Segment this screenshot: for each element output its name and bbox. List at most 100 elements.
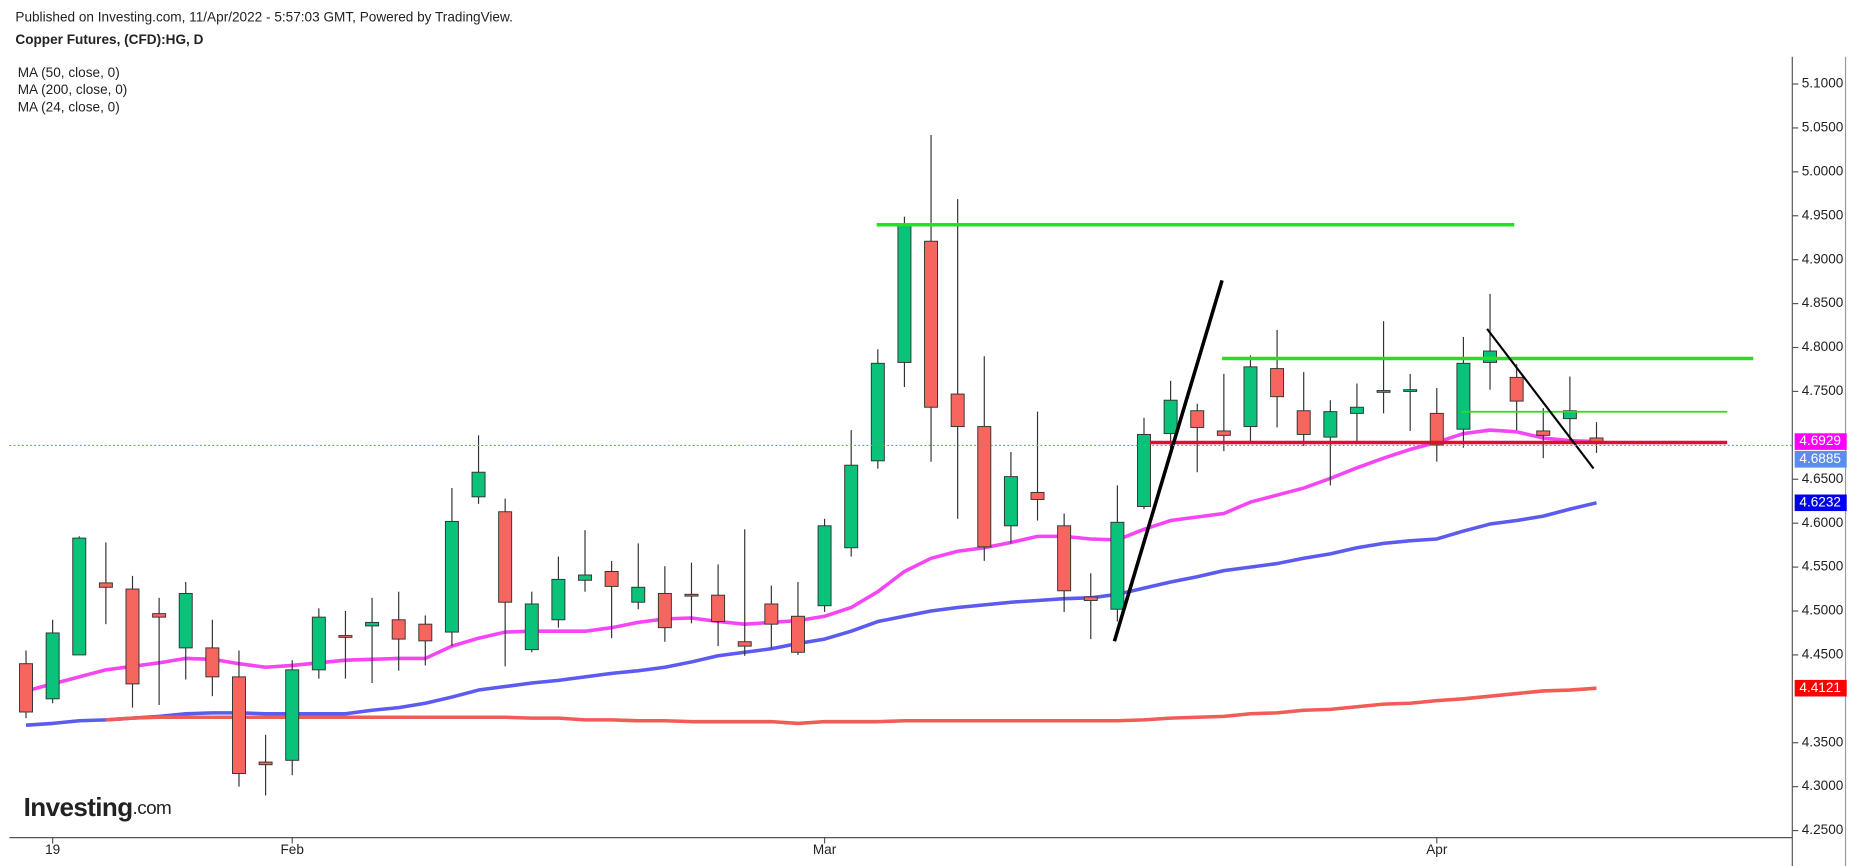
y-tick-label: 5.1000: [1802, 76, 1844, 91]
y-tick-label: 5.0000: [1802, 163, 1844, 178]
price-badge-label: 4.4121: [1799, 680, 1841, 695]
logo: Investing.com: [24, 792, 172, 822]
candle-body: [258, 761, 273, 766]
candle-body: [977, 426, 992, 548]
candle-body: [444, 520, 459, 633]
candle-body: [657, 592, 672, 629]
candle-body: [311, 616, 326, 671]
candle-body: [152, 613, 167, 618]
candle-body: [950, 393, 965, 428]
candle-body: [924, 240, 939, 408]
candle-body: [231, 676, 246, 774]
candle-body: [1030, 491, 1045, 500]
candle-body: [1243, 366, 1258, 428]
trend-line: [1112, 279, 1224, 642]
candle-body: [578, 574, 592, 581]
candle-body: [498, 511, 513, 603]
candle-body: [1429, 412, 1444, 446]
candle-body: [737, 641, 752, 647]
candle-body: [1110, 521, 1125, 610]
candle-body: [125, 588, 140, 685]
price-badge: [1794, 451, 1847, 468]
candle-body: [1456, 362, 1471, 430]
candle-body: [764, 603, 779, 625]
candle-body: [1216, 430, 1231, 436]
candle-body: [45, 632, 60, 700]
ma-line: [25, 428, 1597, 693]
y-tick-label: 4.5500: [1802, 559, 1844, 574]
x-tick-label: Apr: [1426, 842, 1448, 857]
legend-entry: MA (200, close, 0): [18, 82, 128, 97]
logo-name: Investing: [24, 792, 133, 822]
candle-body: [684, 593, 699, 597]
candle-body: [711, 594, 726, 623]
y-tick-label: 4.8000: [1802, 339, 1844, 354]
candle-body: [631, 586, 646, 603]
price-badge: [1794, 433, 1847, 450]
ma-line: [105, 686, 1597, 726]
y-tick-label: 4.6000: [1802, 515, 1844, 530]
y-tick-label: 4.3500: [1802, 734, 1844, 749]
candle-body: [1137, 433, 1151, 507]
price-badge-label: 4.6885: [1799, 451, 1841, 466]
candle-body: [205, 647, 220, 678]
candle-body: [604, 571, 619, 587]
candle-body: [1270, 368, 1285, 398]
candle-body: [1323, 411, 1338, 438]
candle-body: [338, 635, 353, 638]
candle-body: [1562, 410, 1577, 420]
y-tick-label: 5.0500: [1802, 120, 1844, 135]
candle-body: [1083, 596, 1098, 601]
candle-body: [897, 224, 912, 363]
candle-body: [870, 362, 885, 462]
price-badge-label: 4.6232: [1799, 494, 1841, 509]
candle-body: [551, 578, 566, 621]
candle-body: [365, 621, 380, 627]
candle-body: [1057, 525, 1072, 592]
candle-body: [1190, 410, 1205, 428]
candle-body: [72, 537, 87, 656]
y-tick-label: 4.9000: [1802, 251, 1844, 266]
candle-body: [1376, 390, 1391, 393]
candle-body: [418, 623, 433, 642]
chart-title: Copper Futures, (CFD):HG, D: [15, 32, 203, 47]
y-tick-label: 4.4500: [1802, 647, 1844, 662]
legend-entry: MA (50, close, 0): [18, 65, 120, 80]
candle-body: [285, 669, 300, 761]
candle-body: [1003, 476, 1018, 527]
x-tick-label: Feb: [280, 842, 303, 857]
y-tick-label: 4.8500: [1802, 295, 1844, 310]
legend-entry: MA (24, close, 0): [18, 99, 120, 114]
candle-body: [1296, 410, 1311, 435]
price-badge: [1794, 494, 1847, 512]
candle-body: [1349, 406, 1364, 414]
y-tick-label: 4.7500: [1802, 383, 1844, 398]
candle-body: [524, 603, 539, 651]
price-badge-label: 4.6929: [1799, 433, 1841, 448]
x-tick-label: 19: [45, 842, 60, 857]
y-tick-label: 4.5000: [1802, 603, 1844, 618]
candles: [19, 134, 1604, 796]
price-badge: [1794, 679, 1847, 697]
candle-body: [1163, 399, 1178, 435]
published-line: Published on Investing.com, 11/Apr/2022 …: [15, 9, 512, 24]
candle-body: [471, 471, 486, 498]
candle-body: [1509, 376, 1524, 402]
candle-body: [817, 525, 832, 607]
y-tick-label: 4.3000: [1802, 778, 1844, 793]
y-tick-label: 4.9500: [1802, 207, 1844, 222]
x-tick-label: Mar: [813, 842, 837, 857]
candle-body: [1536, 430, 1551, 436]
candle-body: [178, 592, 193, 649]
candle-body: [19, 663, 34, 713]
candle-body: [844, 464, 859, 549]
logo-suffix: .com: [133, 798, 172, 819]
candle-body: [1403, 389, 1418, 392]
y-tick-label: 4.6500: [1802, 471, 1844, 486]
candle-body: [790, 615, 805, 653]
y-tick-label: 4.2500: [1802, 822, 1844, 837]
candle-body: [98, 582, 113, 588]
